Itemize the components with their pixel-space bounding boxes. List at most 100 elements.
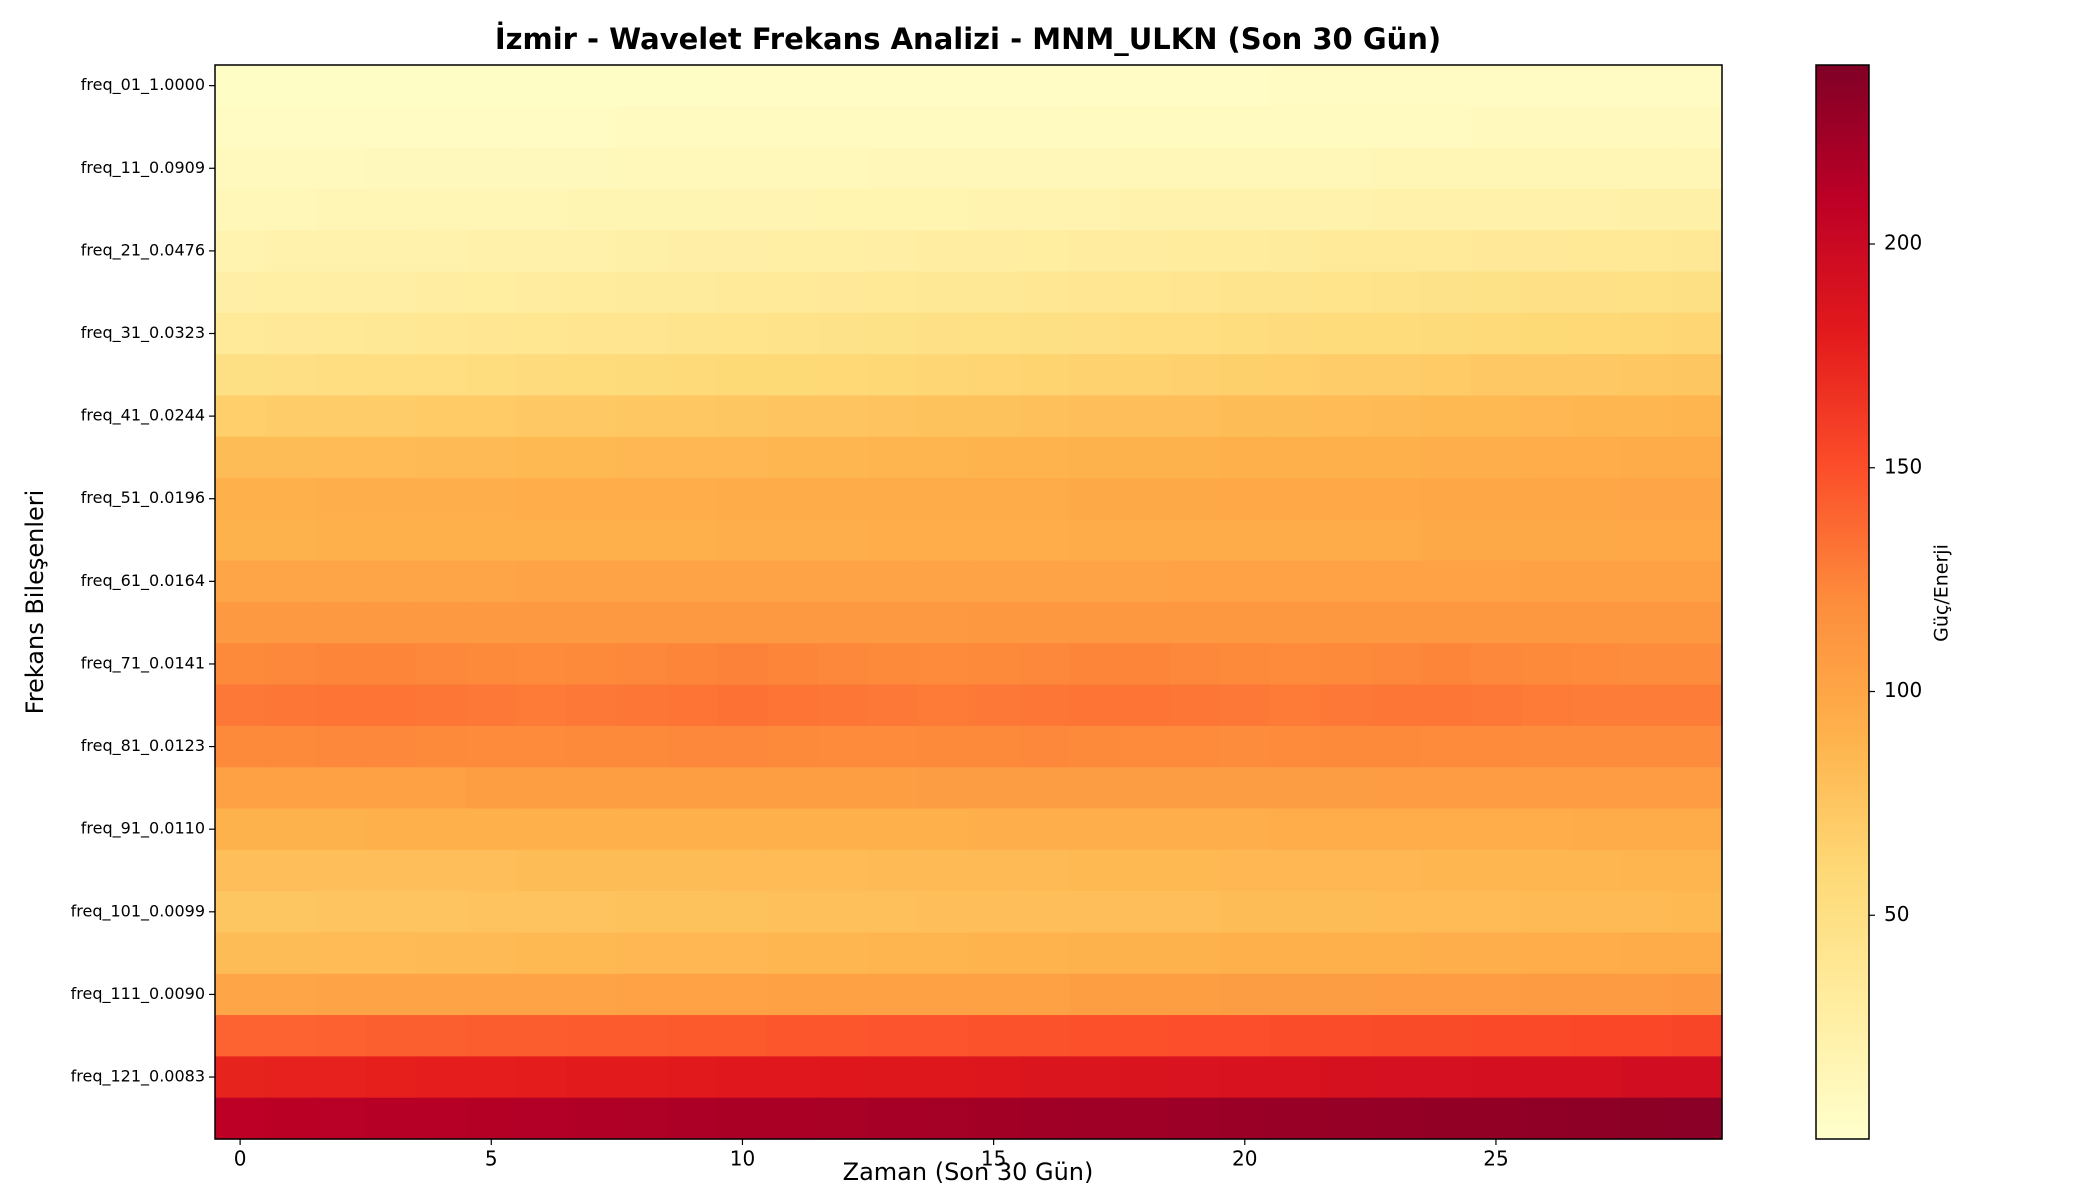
heat-cell (1571, 106, 1623, 149)
heat-cell (1470, 147, 1522, 190)
heat-cell (817, 725, 869, 768)
heat-cell (1018, 973, 1070, 1016)
heat-cell (1018, 560, 1070, 603)
heat-cell (516, 312, 568, 355)
heat-cell (265, 973, 317, 1016)
heat-cell (767, 188, 819, 231)
heat-cell (918, 395, 970, 438)
heat-cell (1571, 973, 1623, 1016)
heat-cell (1420, 1056, 1472, 1099)
y-tick-label: freq_41_0.0244 (81, 406, 205, 426)
heat-cell (1018, 808, 1070, 851)
heat-cell (1320, 395, 1371, 438)
heat-cell (1571, 725, 1623, 768)
heat-cell (1119, 973, 1171, 1016)
heat-cell (667, 1015, 718, 1057)
heat-cell (365, 808, 417, 851)
heat-cell (1671, 808, 1723, 851)
heat-cell (1621, 147, 1673, 190)
heat-cell (1671, 932, 1723, 975)
heat-cell (1571, 767, 1623, 810)
heat-cell (215, 1015, 266, 1057)
heat-cell (1320, 312, 1371, 355)
heat-cell (1470, 1097, 1522, 1140)
heat-cell (1320, 1056, 1371, 1099)
heat-cell (1068, 725, 1120, 768)
heat-cell (516, 188, 568, 231)
heat-cell (667, 478, 718, 520)
heat-cell (667, 519, 718, 562)
heat-cell (1269, 354, 1321, 397)
heat-cell (566, 767, 618, 810)
heat-cell (717, 395, 769, 438)
heat-cell (415, 188, 467, 231)
heat-cell (1571, 891, 1623, 934)
heat-cell (1269, 849, 1321, 892)
heat-cell (717, 849, 769, 892)
heat-cell (315, 973, 367, 1016)
heat-cell (265, 602, 317, 644)
heat-cell (1320, 725, 1371, 768)
heat-cell (415, 602, 467, 644)
heat-cell (365, 188, 417, 231)
heat-cell (365, 849, 417, 892)
heat-cell (1621, 602, 1673, 644)
heat-cell (616, 643, 668, 686)
heat-cell (1169, 808, 1221, 851)
heat-cell (1420, 519, 1472, 562)
heat-cell (415, 147, 467, 190)
heat-cell (1671, 1056, 1723, 1099)
heat-cell (667, 230, 718, 273)
heat-cell (817, 808, 869, 851)
heat-cell (1420, 188, 1472, 231)
heat-cell (1068, 808, 1120, 851)
heat-cell (1169, 602, 1221, 644)
heat-cell (667, 354, 718, 397)
plot-frame (214, 64, 1723, 1140)
heat-cell (1621, 65, 1673, 107)
heat-cell (466, 643, 517, 686)
heat-cell (1521, 849, 1572, 892)
heat-cell (1621, 684, 1673, 727)
x-axis-label: Zaman (Son 30 Gün) (843, 1158, 1094, 1186)
heat-cell (1370, 147, 1422, 190)
heat-cell (968, 106, 1020, 149)
heat-cell (1420, 891, 1472, 934)
heat-cell (1169, 1015, 1221, 1057)
y-tick-label: freq_81_0.0123 (81, 736, 205, 756)
heat-cell (767, 643, 819, 686)
heat-cell (1320, 767, 1371, 810)
heat-cell (767, 808, 819, 851)
heat-cell (968, 932, 1020, 975)
heat-cell (1269, 932, 1321, 975)
heat-cell (1119, 1056, 1171, 1099)
heat-cell (466, 312, 517, 355)
heat-cell (817, 478, 869, 520)
heat-cell (1370, 1056, 1422, 1099)
heat-cell (1671, 271, 1723, 314)
heat-cell (868, 1097, 919, 1140)
heat-cell (1269, 230, 1321, 273)
heat-cell (265, 1056, 317, 1099)
heat-cell (1370, 849, 1422, 892)
heat-cell (415, 65, 467, 107)
heat-cell (667, 436, 718, 479)
heat-cell (1219, 436, 1271, 479)
heat-cell (1470, 271, 1522, 314)
heat-cell (717, 973, 769, 1016)
heat-cell (466, 271, 517, 314)
x-tick-label: 5 (485, 1147, 498, 1171)
heat-cell (1671, 973, 1723, 1016)
heat-cell (1470, 808, 1522, 851)
heat-cell (968, 65, 1020, 107)
heat-cell (1671, 147, 1723, 190)
heat-cell (767, 436, 819, 479)
heat-cell (918, 725, 970, 768)
heat-cell (817, 973, 869, 1016)
heat-cell (1571, 395, 1623, 438)
heat-cell (817, 395, 869, 438)
heat-cell (616, 1056, 668, 1099)
heat-cell (717, 808, 769, 851)
heat-cell (667, 643, 718, 686)
heat-cell (215, 643, 266, 686)
